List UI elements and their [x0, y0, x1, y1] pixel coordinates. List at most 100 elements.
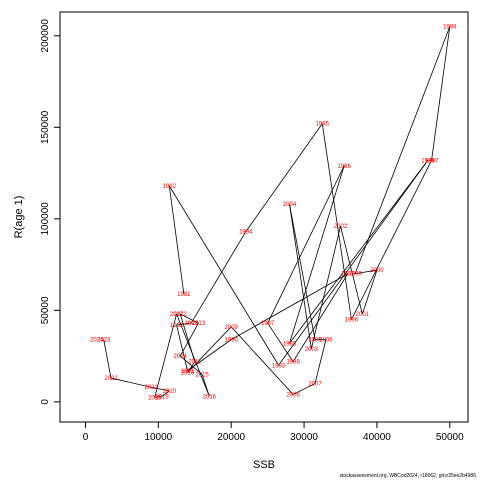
point-label-2006: 2006 [319, 338, 333, 344]
x-axis: 0 10000 20000 30000 40000 50000 [83, 422, 464, 443]
x-tick-label: 50000 [436, 432, 464, 443]
point-label-2016: 2016 [203, 394, 217, 400]
series-path [103, 26, 451, 398]
x-axis-title: SSB [253, 459, 275, 471]
x-tick-label: 0 [83, 432, 89, 443]
point-label-1992: 1992 [170, 323, 184, 329]
point-label-1983: 1983 [272, 363, 286, 369]
point-label-2024: 2024 [90, 338, 104, 344]
x-tick-label: 30000 [290, 432, 318, 443]
point-label-1996: 1996 [345, 318, 359, 324]
series-segment [351, 160, 432, 320]
series-segment [267, 322, 294, 362]
point-label-1991: 1991 [181, 369, 195, 375]
y-axis: 0 50000 100000 150000 200000 [40, 19, 60, 405]
series-segment [361, 269, 378, 315]
series-segment [431, 26, 451, 161]
point-label-1990: 1990 [225, 338, 239, 344]
point-label-2008: 2008 [286, 393, 300, 399]
series-segment [292, 273, 349, 362]
point-label-2014: 2014 [174, 354, 188, 360]
point-label-2015: 2015 [195, 372, 209, 378]
series-segment [289, 204, 316, 340]
series-segment [355, 269, 377, 275]
point-label-1988: 1988 [286, 360, 300, 366]
point-label-1989: 1989 [341, 272, 355, 278]
series-segment [278, 160, 429, 366]
point-label-2021: 2021 [144, 385, 158, 391]
footer-credit: stockassessment.org, WBCod2024, r18062, … [340, 473, 477, 479]
series-segment [190, 231, 247, 324]
series-segment [187, 326, 232, 373]
series-segment [154, 313, 177, 398]
y-tick-label: 200000 [40, 19, 51, 53]
point-label-1984: 1984 [421, 158, 435, 164]
point-label-2004: 2004 [283, 202, 297, 208]
point-label-1999: 1999 [348, 272, 362, 278]
plot-frame [59, 11, 469, 423]
series-segment [161, 390, 170, 397]
y-tick-label: 100000 [40, 202, 51, 236]
series-segment [168, 185, 185, 294]
series-segment [292, 383, 316, 395]
y-tick-label: 50000 [40, 296, 51, 324]
point-label-2005: 2005 [308, 338, 322, 344]
point-label-2009: 2009 [225, 325, 239, 331]
y-tick-label: 0 [40, 399, 51, 405]
series-segment [103, 339, 112, 379]
series-segment [176, 324, 188, 371]
point-label-1981: 1981 [177, 292, 191, 298]
series-segment [187, 361, 196, 373]
point-label-2018: 2018 [148, 395, 162, 401]
point-label-2017: 2017 [170, 312, 184, 318]
point-label-1982: 1982 [163, 184, 177, 190]
series-segment [354, 26, 451, 274]
series-segment [176, 322, 192, 326]
point-label-1986: 1986 [337, 164, 351, 170]
point-label-2002: 2002 [334, 224, 348, 230]
series-segment [180, 313, 199, 324]
series-segment [314, 339, 327, 384]
point-labels: 1981 1982 1983 1984 1985 1986 1987 1988 1989 1990… [90, 25, 457, 402]
point-label-2019: 2019 [155, 394, 169, 400]
x-tick-label: 10000 [144, 432, 172, 443]
point-label-2011: 2011 [188, 360, 202, 366]
point-label-1993: 1993 [184, 321, 198, 327]
series-segment [321, 123, 352, 320]
point-label-2010: 2010 [181, 371, 195, 377]
series-segment [289, 160, 429, 344]
point-label-1985: 1985 [283, 341, 297, 347]
series-segment [179, 322, 199, 357]
point-label-2023: 2023 [97, 338, 111, 344]
point-label-2020: 2020 [163, 389, 177, 395]
point-label-1994: 1994 [239, 230, 253, 236]
series-segment [179, 355, 203, 375]
series-segment [176, 313, 210, 397]
series-segment [154, 395, 163, 398]
point-label-2001: 2001 [356, 312, 370, 318]
point-label-2003: 2003 [305, 347, 319, 353]
point-label-2012: 2012 [174, 312, 188, 318]
series-segment [168, 185, 279, 366]
series-segment [245, 123, 323, 232]
point-label-2013: 2013 [192, 321, 206, 327]
series-segment [110, 377, 152, 388]
y-tick-label: 150000 [40, 110, 51, 144]
point-label-1998: 1998 [443, 25, 457, 31]
point-label-1987: 1987 [261, 321, 275, 327]
series-segment [289, 165, 345, 344]
series-segment [187, 339, 232, 372]
series-segment [230, 326, 294, 395]
series-segment [267, 165, 345, 324]
point-label-2022: 2022 [104, 376, 118, 382]
point-label-2007: 2007 [308, 382, 322, 388]
series-segment [150, 386, 170, 392]
point-label-1995: 1995 [316, 122, 330, 128]
point-label-2000: 2000 [370, 268, 384, 274]
series-segment [289, 204, 312, 349]
series-segment [231, 273, 348, 340]
series-segment [310, 226, 341, 349]
point-label-1997: 1997 [425, 158, 439, 164]
y-axis-title: R(age 1) [13, 196, 25, 239]
